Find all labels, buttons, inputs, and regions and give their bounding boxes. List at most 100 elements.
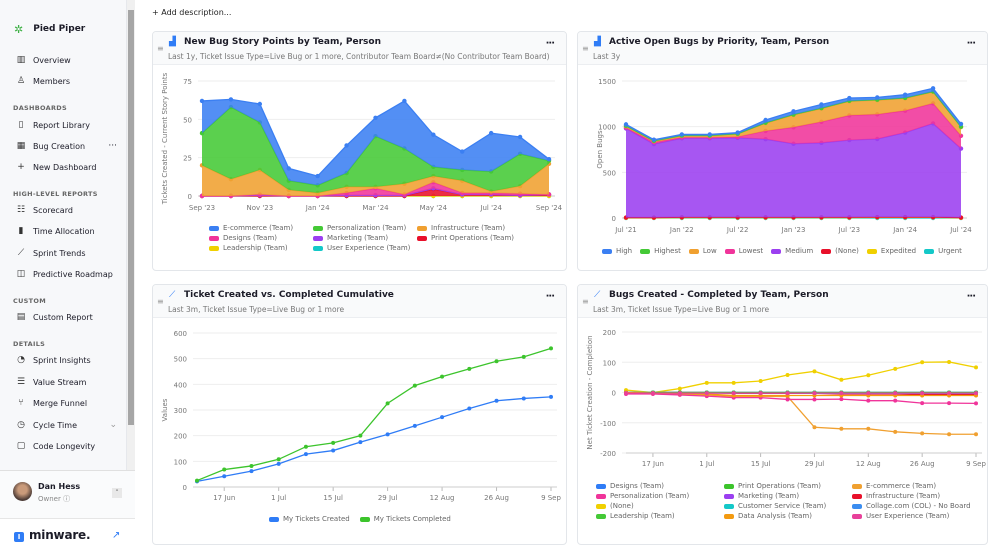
data-point[interactable]: [222, 467, 227, 472]
data-point[interactable]: [875, 95, 880, 100]
data-point[interactable]: [947, 432, 952, 437]
sidebar-item-sprint-trends[interactable]: ⟋ Sprint Trends: [0, 244, 127, 262]
data-point[interactable]: [847, 95, 852, 101]
data-point[interactable]: [974, 432, 978, 437]
data-point[interactable]: [920, 360, 925, 365]
sidebar-item-merge-funnel[interactable]: ⑂ Merge Funnel: [0, 394, 127, 412]
legend-item[interactable]: E-commerce (Team): [209, 224, 313, 232]
data-point[interactable]: [546, 157, 552, 162]
legend-item[interactable]: Designs (Team): [596, 482, 724, 490]
legend-item[interactable]: Low: [688, 247, 717, 255]
data-point[interactable]: [758, 379, 763, 384]
data-point[interactable]: [199, 98, 205, 104]
data-point[interactable]: [467, 366, 472, 371]
data-point[interactable]: [257, 101, 263, 107]
more-options-button[interactable]: ···: [545, 38, 555, 49]
data-point[interactable]: [731, 380, 736, 385]
legend-item[interactable]: Infrastructure (Team): [852, 492, 987, 500]
data-point[interactable]: [440, 415, 445, 420]
drag-handle-icon[interactable]: ≡: [582, 297, 589, 306]
sidebar-item-new-dashboard[interactable]: + New Dashboard: [0, 158, 127, 176]
legend-item[interactable]: Personalization (Team): [596, 492, 724, 500]
data-point[interactable]: [549, 394, 553, 399]
sidebar-item-time-allocation[interactable]: ▮ Time Allocation: [0, 222, 127, 240]
data-point[interactable]: [947, 359, 952, 364]
data-point[interactable]: [402, 98, 407, 104]
data-point[interactable]: [358, 440, 363, 445]
data-point[interactable]: [839, 391, 844, 396]
chart-title[interactable]: New Bug Story Points by Team, Person: [184, 37, 381, 47]
data-point[interactable]: [839, 377, 844, 382]
data-point[interactable]: [707, 132, 712, 137]
data-point[interactable]: [785, 391, 790, 396]
data-point[interactable]: [812, 369, 817, 374]
data-point[interactable]: [866, 391, 871, 396]
legend-item[interactable]: E-commerce (Team): [852, 482, 987, 490]
add-description-link[interactable]: + Add description...: [152, 8, 232, 17]
data-point[interactable]: [812, 391, 817, 396]
more-options-button[interactable]: ···: [545, 291, 555, 302]
legend-item[interactable]: Marketing (Team): [724, 492, 852, 500]
sidebar-item-value-stream[interactable]: ☰ Value Stream: [0, 373, 127, 391]
legend-item[interactable]: Lowest: [724, 247, 763, 255]
more-options-button[interactable]: ···: [966, 291, 976, 302]
data-point[interactable]: [650, 391, 655, 396]
data-point[interactable]: [385, 401, 390, 406]
data-point[interactable]: [679, 132, 685, 137]
data-point[interactable]: [358, 433, 363, 438]
legend-item[interactable]: Personalization (Team): [313, 224, 417, 232]
help-icon[interactable]: ⓘ: [63, 495, 71, 503]
data-point[interactable]: [195, 478, 199, 483]
data-point[interactable]: [812, 425, 817, 430]
data-point[interactable]: [893, 391, 898, 396]
data-point[interactable]: [704, 380, 709, 385]
data-point[interactable]: [385, 432, 390, 437]
data-point[interactable]: [440, 374, 445, 379]
data-point[interactable]: [228, 97, 234, 102]
data-point[interactable]: [315, 173, 320, 179]
drag-handle-icon[interactable]: ≡: [157, 44, 164, 53]
data-point[interactable]: [488, 130, 494, 136]
chart-title[interactable]: Ticket Created vs. Completed Cumulative: [184, 290, 394, 300]
data-point[interactable]: [303, 444, 308, 449]
data-point[interactable]: [947, 391, 952, 396]
external-link-icon[interactable]: ↗: [112, 530, 121, 541]
legend-item[interactable]: My Tickets Completed: [359, 515, 451, 523]
legend-item[interactable]: Print Operations (Team): [417, 234, 537, 242]
data-point[interactable]: [974, 365, 978, 370]
data-point[interactable]: [839, 397, 844, 402]
data-point[interactable]: [758, 391, 763, 396]
sidebar-item-members[interactable]: ♙ Members: [0, 72, 127, 90]
data-point[interactable]: [866, 398, 871, 403]
data-point[interactable]: [812, 397, 817, 402]
legend-item[interactable]: Marketing (Team): [313, 234, 417, 242]
data-point[interactable]: [303, 452, 308, 457]
data-point[interactable]: [677, 386, 682, 391]
user-menu[interactable]: Dan Hess Owner ⓘ ˄: [0, 470, 135, 518]
sidebar-item-overview[interactable]: ▥ Overview: [0, 51, 127, 69]
data-point[interactable]: [731, 391, 736, 396]
data-point[interactable]: [521, 354, 526, 359]
data-point[interactable]: [893, 429, 898, 434]
data-point[interactable]: [494, 359, 499, 364]
data-point[interactable]: [958, 121, 964, 127]
legend-item[interactable]: Infrastructure (Team): [417, 224, 537, 232]
chevron-up-icon[interactable]: ˄: [112, 488, 122, 498]
legend-item[interactable]: (None): [596, 502, 724, 510]
data-point[interactable]: [974, 391, 978, 396]
legend-item[interactable]: My Tickets Created: [269, 515, 350, 523]
chart-title[interactable]: Bugs Created - Completed by Team, Person: [609, 290, 829, 300]
data-point[interactable]: [902, 92, 908, 97]
data-point[interactable]: [735, 130, 740, 135]
data-point[interactable]: [920, 401, 925, 406]
data-point[interactable]: [930, 86, 936, 91]
data-point[interactable]: [866, 373, 871, 378]
data-point[interactable]: [866, 426, 871, 431]
legend-item[interactable]: Highest: [640, 247, 681, 255]
legend-item[interactable]: Print Operations (Team): [724, 482, 852, 490]
data-point[interactable]: [623, 122, 629, 127]
legend-item[interactable]: Leadership (Team): [596, 512, 724, 520]
sidebar-item-bug-creation[interactable]: ▦ Bug Creation ···: [0, 137, 127, 155]
data-point[interactable]: [893, 398, 898, 403]
data-point[interactable]: [331, 440, 336, 445]
